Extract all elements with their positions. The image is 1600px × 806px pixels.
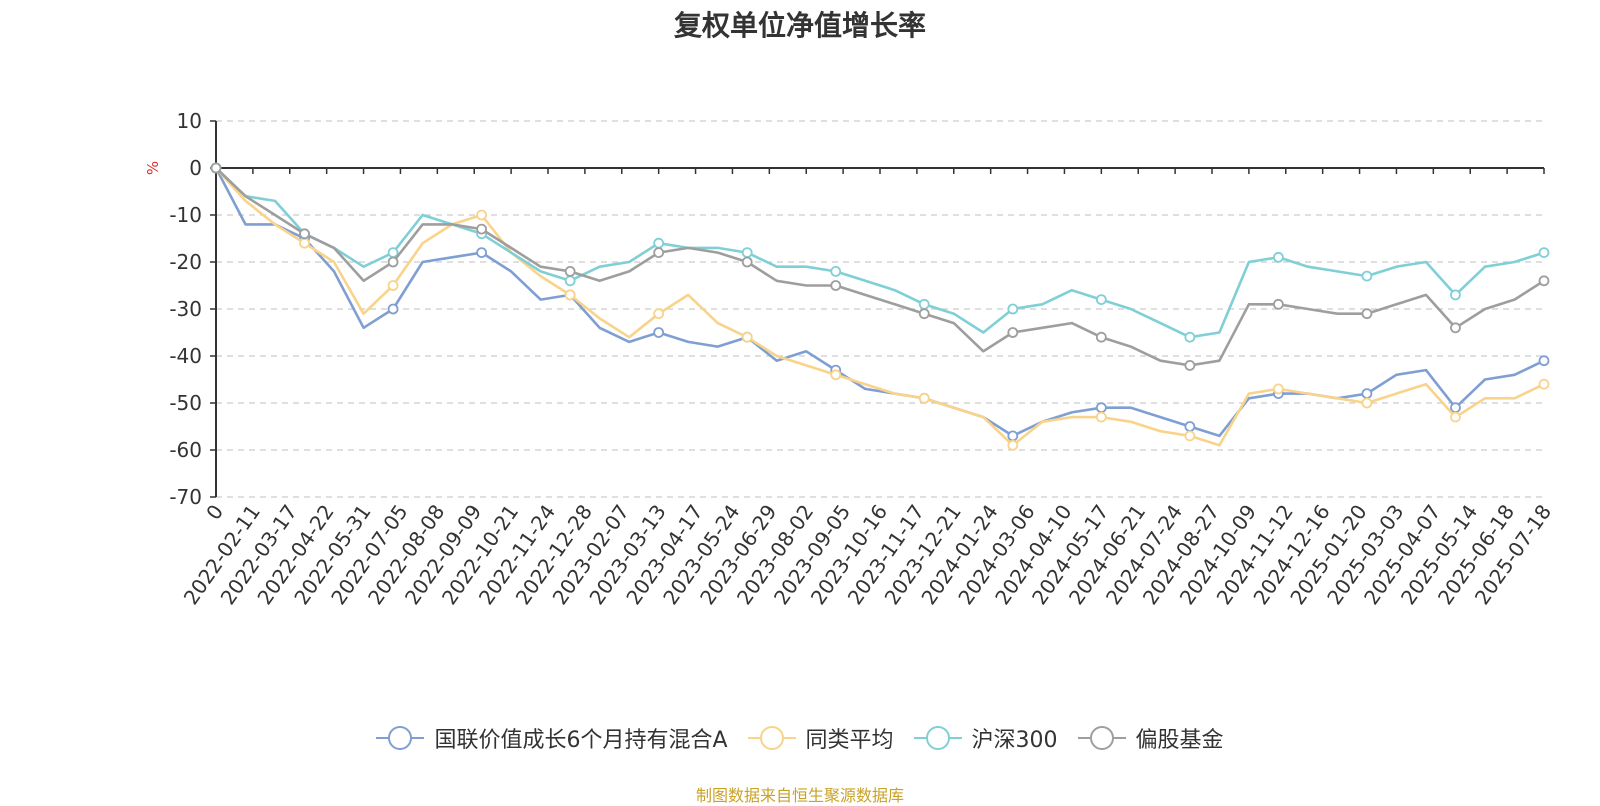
data-point [476,209,488,221]
y-tick-label: -20 [169,250,202,274]
legend-label-fund: 国联价值成长6个月持有混合A [434,728,728,753]
data-point [741,247,753,259]
data-point [653,247,665,259]
y-tick-label: -70 [169,485,202,509]
y-tick-label: -50 [169,391,202,415]
series-1 [210,162,1550,451]
series-line [214,167,1545,438]
data-point [1007,303,1019,315]
data-point [1095,331,1107,343]
data-point [299,228,310,240]
data-point [387,303,399,315]
data-point [1538,275,1550,287]
data-point [1450,402,1461,414]
y-axis-unit: % [144,161,162,175]
data-point [830,265,842,277]
data-point [1184,331,1196,343]
data-point [1095,411,1107,423]
y-tick-label: -60 [169,438,202,462]
data-point [1450,289,1461,301]
legend-marker-icon [1077,726,1126,750]
series-3 [210,162,1550,371]
y-tick-label: -30 [169,297,202,321]
data-point [1361,397,1373,409]
data-point [830,280,842,291]
data-point [387,247,399,259]
data-point [1361,270,1373,282]
data-point [1273,383,1284,395]
data-point [299,237,310,249]
data-point [1184,359,1196,371]
legend-marker-icon [747,726,796,750]
y-tick-label: 0 [189,156,202,180]
data-point [1273,298,1284,310]
chart-title: 复权单位净值增长率 [673,9,926,42]
chart-plot: 100-10-20-30-40-50-60-70%02022-02-112022… [144,109,1556,609]
data-point [1361,388,1373,400]
data-point [1095,294,1107,306]
data-point [1184,421,1196,432]
data-point [564,265,576,277]
data-point [564,275,576,287]
data-point [653,308,665,320]
data-point [476,223,488,235]
data-point [1538,378,1550,390]
legend-label-equity-fund: 偏股基金 [1135,728,1224,753]
data-point [1538,247,1550,259]
data-point [1007,439,1019,451]
legend-item-hs300[interactable]: 沪深300 [913,722,1058,754]
data-point [1538,355,1550,367]
data-point [918,392,930,404]
legend-marker-icon [913,726,962,750]
legend-label-peer-average: 同类平均 [805,728,894,753]
data-point [918,298,930,310]
legend-item-peer-average[interactable]: 同类平均 [747,722,894,754]
y-tick-label: -10 [169,203,202,227]
series-line [215,167,1545,367]
data-point [830,369,842,381]
legend-marker-icon [376,726,425,750]
data-point [1450,322,1461,334]
legend-item-fund[interactable]: 国联价值成长6个月持有混合A [376,722,728,754]
data-point [476,247,488,259]
series-line [215,167,1545,339]
y-tick-label: 10 [177,109,202,133]
legend-label-hs300: 沪深300 [971,728,1058,753]
data-point [1095,402,1107,414]
x-tick-label: 0 [201,500,228,524]
data-point [653,327,665,338]
legend: 国联价值成长6个月持有混合A 同类平均 沪深300 偏股基金 [0,722,1600,754]
data-point [1273,251,1284,263]
data-point [741,331,753,343]
data-point [387,280,399,291]
source-note: 制图数据来自恒生聚源数据库 [695,786,904,805]
data-point [653,237,665,249]
data-point [1007,430,1019,442]
data-point [1184,430,1196,442]
data-point [1450,411,1461,423]
series-line [215,167,1545,447]
data-point [564,289,576,301]
legend-item-equity-fund[interactable]: 偏股基金 [1077,722,1224,754]
data-point [1007,327,1019,338]
data-point [918,308,930,320]
data-point [741,256,753,268]
data-point [1361,308,1373,320]
data-point [387,256,399,268]
data-point [210,162,222,174]
y-tick-label: -40 [169,344,202,368]
